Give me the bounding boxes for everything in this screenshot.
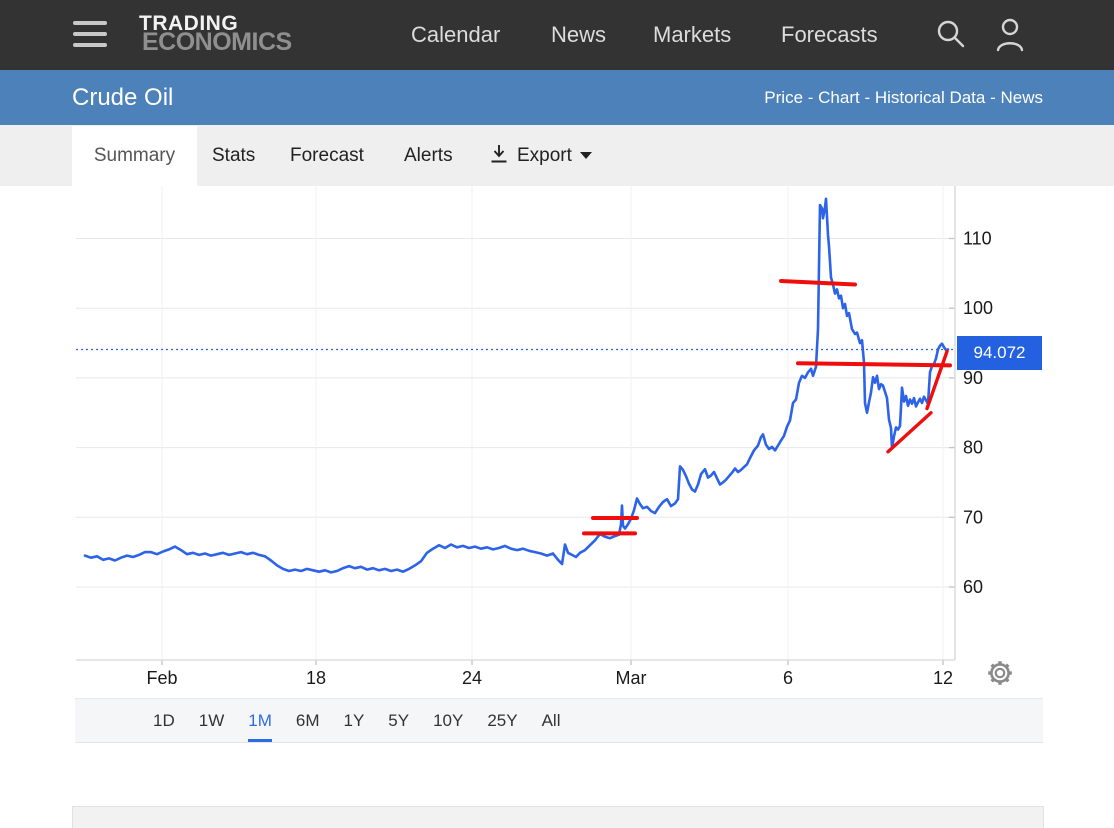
tab-summary[interactable]: Summary bbox=[72, 126, 197, 186]
page-title: Crude Oil bbox=[72, 84, 174, 111]
nav-item-news[interactable]: News bbox=[551, 22, 607, 47]
logo-line-2: ECONOMICS bbox=[142, 28, 292, 56]
breadcrumb-separator: - bbox=[985, 88, 1001, 107]
x-axis-label: 18 bbox=[306, 668, 326, 688]
current-price-label: 94.072 bbox=[957, 336, 1042, 370]
range-button-1m[interactable]: 1M bbox=[248, 699, 272, 742]
range-button-6m[interactable]: 6M bbox=[295, 711, 320, 730]
range-button-1w[interactable]: 1W bbox=[198, 711, 225, 730]
export-menu[interactable]: Export bbox=[488, 125, 592, 186]
breadcrumb-link-historical-data[interactable]: Historical Data bbox=[874, 88, 986, 107]
logo-line-1: TRADING bbox=[139, 12, 239, 35]
top-navigation-bar: TRADING ECONOMICS Calendar News Markets For… bbox=[0, 0, 1114, 70]
range-selector: 1D 1W 1M 6M 1Y 5Y 10Y 25Y All bbox=[75, 698, 1043, 743]
y-axis-label: 90 bbox=[963, 368, 983, 388]
price-line bbox=[83, 197, 950, 574]
next-section-card bbox=[72, 806, 1044, 828]
hamburger-menu-icon[interactable] bbox=[73, 21, 107, 49]
tab-stats[interactable]: Stats bbox=[212, 145, 256, 166]
chart-settings-gear-icon[interactable] bbox=[985, 658, 1015, 688]
nav-item-forecasts[interactable]: Forecasts bbox=[781, 22, 878, 47]
search-icon[interactable] bbox=[935, 0, 967, 70]
tab-alerts[interactable]: Alerts bbox=[404, 145, 453, 166]
export-label: Export bbox=[517, 145, 572, 166]
breadcrumb: Price - Chart - Historical Data - News bbox=[764, 70, 1043, 125]
breadcrumb-link-chart[interactable]: Chart bbox=[818, 88, 860, 107]
y-axis-label: 70 bbox=[963, 507, 983, 527]
range-button-10y[interactable]: 10Y bbox=[433, 711, 464, 730]
breadcrumb-separator: - bbox=[859, 88, 875, 107]
x-axis-label: Feb bbox=[146, 668, 177, 688]
tab-strip: Summary Stats Forecast Alerts Export bbox=[0, 125, 1114, 186]
y-axis-label: 60 bbox=[963, 577, 983, 597]
breadcrumb-link-news[interactable]: News bbox=[1000, 88, 1043, 107]
caret-down-icon bbox=[579, 152, 592, 159]
x-axis-label: 12 bbox=[933, 668, 953, 688]
annotation-resistance bbox=[779, 279, 857, 287]
y-axis-label: 100 bbox=[963, 298, 993, 318]
range-button-all[interactable]: All bbox=[541, 711, 561, 730]
x-axis-label: 24 bbox=[462, 668, 482, 688]
annotation-resistance bbox=[796, 361, 952, 368]
instrument-header-bar: Crude Oil Price - Chart - Historical Dat… bbox=[0, 70, 1114, 125]
breadcrumb-link-price[interactable]: Price bbox=[764, 88, 804, 107]
y-axis-label: 80 bbox=[963, 438, 983, 458]
trading-economics-logo[interactable]: TRADING ECONOMICS bbox=[139, 13, 292, 55]
range-button-25y[interactable]: 25Y bbox=[487, 711, 518, 730]
breadcrumb-separator: - bbox=[803, 88, 819, 107]
download-icon bbox=[491, 145, 507, 163]
tab-summary-label: Summary bbox=[93, 145, 176, 166]
annotation-trend-up bbox=[886, 411, 933, 454]
nav-item-markets[interactable]: Markets bbox=[653, 22, 732, 47]
range-button-1d[interactable]: 1D bbox=[153, 711, 175, 730]
nav-item-calendar[interactable]: Calendar bbox=[411, 22, 501, 47]
y-axis-label: 110 bbox=[963, 229, 992, 249]
range-button-5y[interactable]: 5Y bbox=[388, 711, 410, 730]
range-button-1y[interactable]: 1Y bbox=[343, 711, 365, 730]
x-axis-label: Mar bbox=[616, 668, 647, 688]
tab-forecast[interactable]: Forecast bbox=[290, 145, 364, 166]
annotation-trend-up bbox=[925, 349, 949, 411]
x-axis-label: 6 bbox=[783, 668, 793, 688]
user-icon[interactable] bbox=[994, 0, 1026, 70]
